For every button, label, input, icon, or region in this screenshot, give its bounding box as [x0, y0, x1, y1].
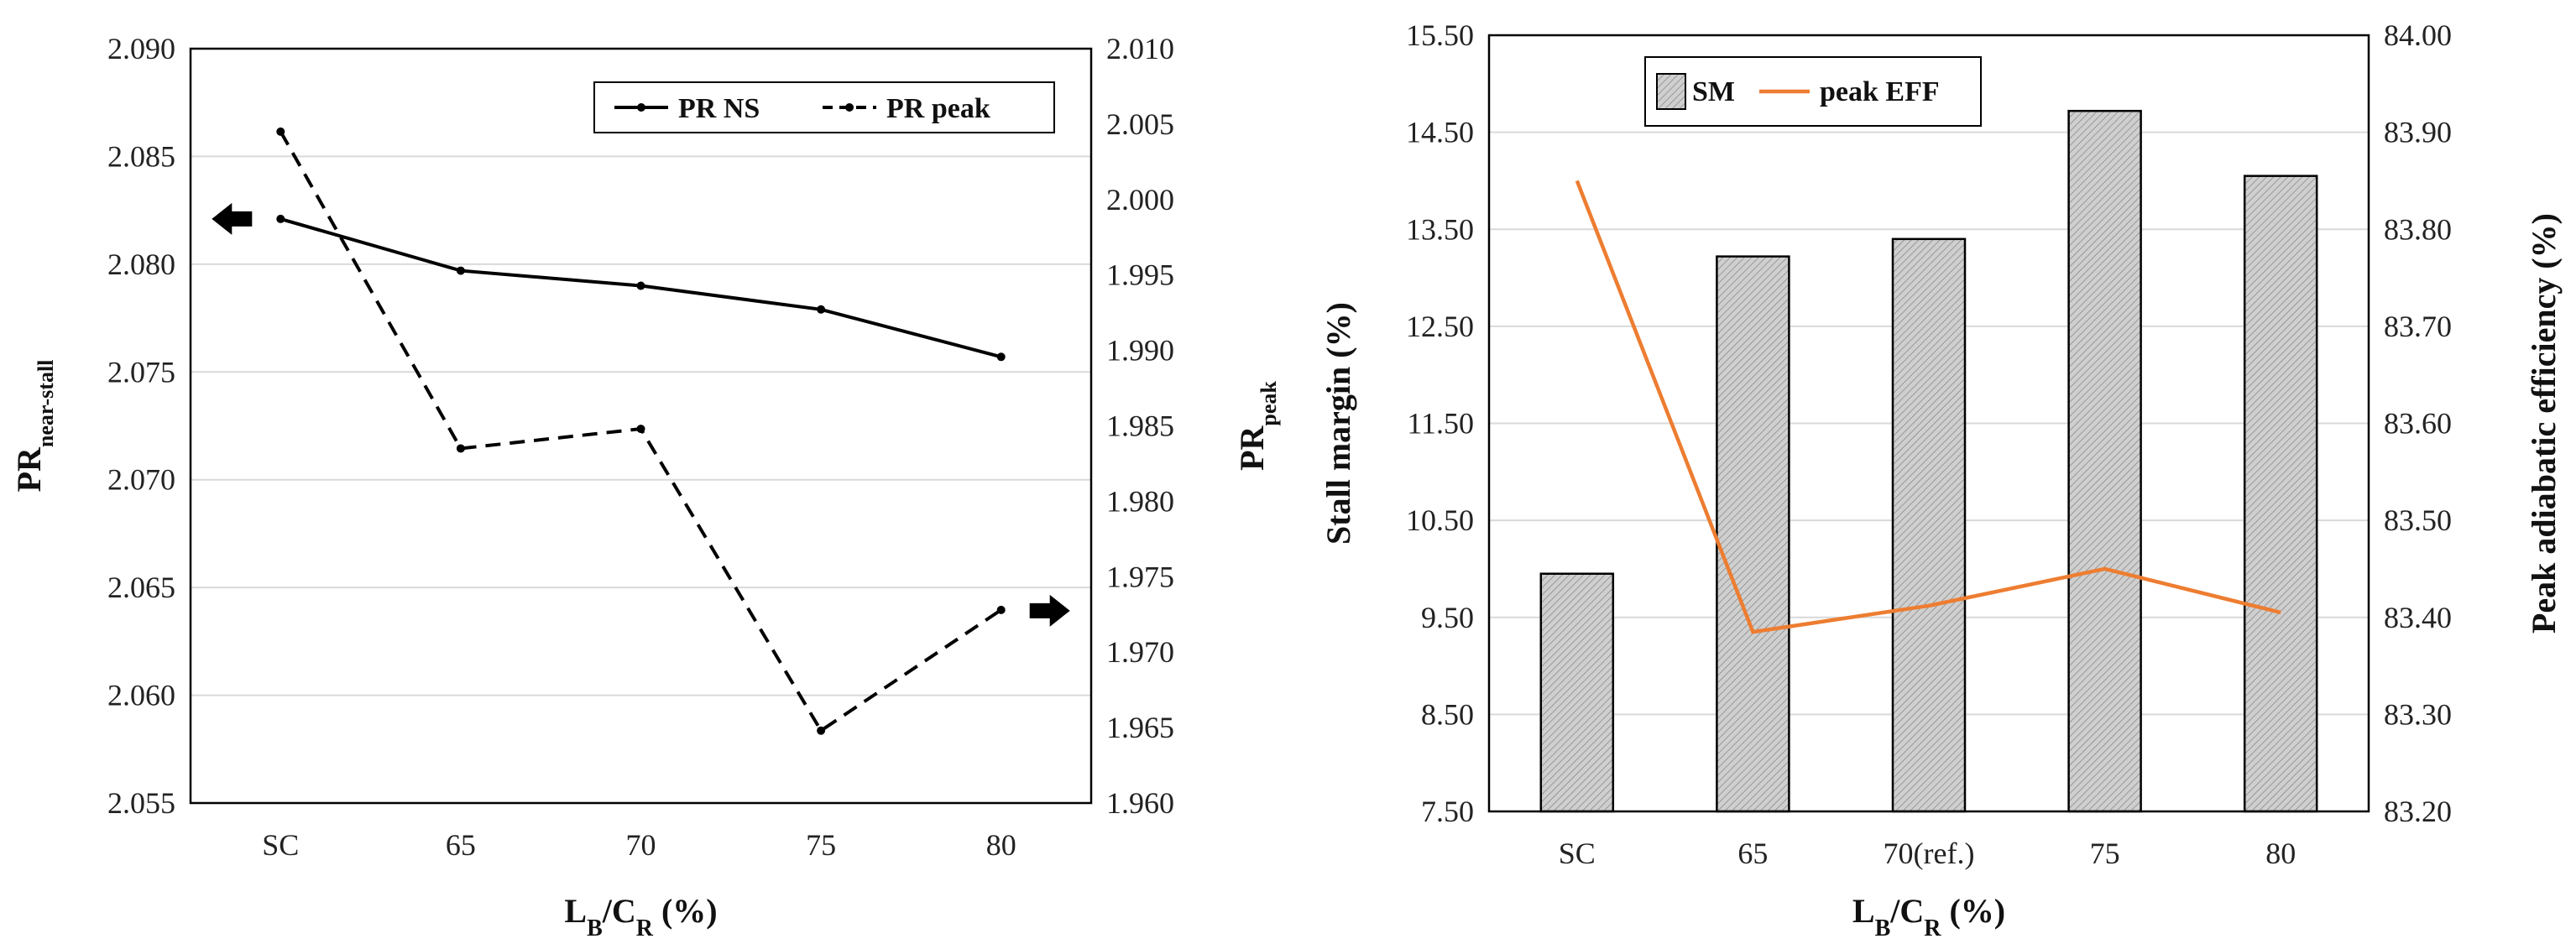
y-left-tick-label: 2.075: [107, 355, 175, 389]
y-left-tick-label: 2.070: [107, 463, 175, 497]
data-point: [817, 305, 826, 314]
y-right-tick-label: 83.60: [2384, 407, 2452, 441]
x-tick-label: 75: [2090, 837, 2120, 870]
y-right-tick-label: 1.960: [1106, 786, 1174, 820]
bar-sm: [1716, 255, 1790, 813]
legend-swatch-sm: [1656, 73, 1686, 110]
y-right-tick-label: 2.000: [1106, 183, 1174, 216]
y-right-tick-label: 1.985: [1106, 409, 1174, 443]
y-right-tick-label: 2.005: [1106, 107, 1174, 141]
data-point: [636, 281, 645, 290]
y-right-tick-label: 1.995: [1106, 258, 1174, 292]
legend-marker: [845, 103, 854, 112]
right-axis-arrow-icon: [1029, 594, 1070, 627]
y-left-axis-title: PRnear-stall: [10, 360, 58, 493]
y-right-tick-label: 83.20: [2384, 795, 2452, 828]
legend-label-peak-eff: peak EFF: [1820, 76, 1940, 107]
y-right-tick-label: 2.010: [1106, 32, 1174, 65]
plot-frame: [189, 47, 1093, 805]
y-left-tick-label: 2.085: [107, 139, 175, 173]
data-point: [456, 444, 465, 453]
bar-sm: [2067, 109, 2142, 813]
bar-sm: [1539, 572, 1615, 813]
y-right-tick-label: 1.975: [1106, 560, 1174, 593]
pr-line-chart: 2.055 2.060 2.065 2.070 2.075 2.080 2.085 2.090…: [10, 32, 1281, 941]
legend-marker: [637, 103, 645, 112]
legend: SM peak EFF: [1644, 56, 1982, 127]
legend: PR NS PR peak: [593, 81, 1055, 133]
y-left-tick-label: 2.055: [107, 786, 175, 820]
legend-box: [1644, 56, 1982, 127]
data-point: [276, 127, 285, 136]
y-right-axis-title: Peak adiabatic efficiency (%): [2525, 213, 2563, 634]
legend-label-pr-ns: PR NS: [678, 93, 760, 124]
x-axis-title: LB/CR (%): [1852, 892, 2005, 941]
x-tick-label: 80: [2265, 837, 2296, 870]
y-left-axis-title: Stall margin (%): [1319, 302, 1357, 545]
y-right-tick-label: 1.965: [1106, 711, 1174, 744]
x-axis-title: LB/CR (%): [564, 892, 717, 941]
y-right-tick-label: 1.990: [1106, 334, 1174, 368]
y-left-tick-label: 11.50: [1407, 407, 1474, 441]
bar-sm: [1891, 237, 1967, 813]
left-axis-arrow-icon: [212, 202, 253, 235]
data-point: [636, 425, 645, 434]
data-point: [996, 605, 1006, 614]
data-point: [996, 352, 1006, 362]
x-tick-label: 80: [986, 828, 1016, 862]
y-right-tick-label: 83.40: [2384, 601, 2452, 634]
y-left-tick-label: 2.060: [107, 679, 175, 712]
legend-label-pr-peak: PR peak: [886, 93, 990, 124]
legend-label-sm: SM: [1692, 76, 1735, 107]
y-left-tick-label: 8.50: [1421, 697, 1474, 731]
x-tick-label: 75: [806, 828, 836, 862]
x-tick-label: SC: [1559, 837, 1596, 870]
plot-frame: [1487, 34, 2370, 813]
y-left-tick-label: 2.065: [107, 571, 175, 604]
y-right-tick-label: 83.80: [2384, 212, 2452, 246]
x-tick-label: SC: [262, 828, 299, 862]
x-tick-label: 70: [626, 828, 656, 862]
y-left-tick-label: 9.50: [1421, 601, 1474, 634]
series-line-peak-eff: [1575, 180, 2281, 634]
data-point: [456, 266, 465, 275]
y-right-tick-label: 1.980: [1106, 484, 1174, 518]
y-right-tick-label: 1.970: [1106, 635, 1174, 669]
y-left-tick-label: 2.080: [107, 248, 175, 281]
y-right-tick-label: 84.00: [2384, 18, 2452, 52]
y-left-tick-label: 2.090: [107, 32, 175, 65]
data-point: [817, 726, 826, 735]
y-left-tick-label: 13.50: [1406, 212, 1474, 246]
y-left-tick-label: 12.50: [1406, 310, 1474, 343]
stall-margin-bar-chart: 7.50 8.50 9.50 10.50 11.50 12.50 13.50 14.50 15.…: [1319, 18, 2563, 941]
y-right-tick-label: 83.30: [2384, 697, 2452, 731]
y-left-tick-label: 14.50: [1406, 116, 1474, 149]
y-left-tick-label: 10.50: [1406, 503, 1474, 537]
x-tick-label: 70(ref.): [1884, 837, 1975, 870]
data-point: [276, 214, 285, 223]
y-right-axis-title: PRpeak: [1233, 381, 1281, 471]
x-tick-label: 65: [1737, 837, 1768, 870]
y-right-tick-label: 83.70: [2384, 310, 2452, 343]
y-right-tick-label: 83.90: [2384, 116, 2452, 149]
bar-sm: [2243, 175, 2318, 813]
y-left-tick-label: 15.50: [1406, 18, 1474, 52]
y-left-tick-label: 7.50: [1421, 795, 1474, 828]
y-right-tick-label: 83.50: [2384, 503, 2452, 537]
x-tick-label: 65: [446, 828, 476, 862]
